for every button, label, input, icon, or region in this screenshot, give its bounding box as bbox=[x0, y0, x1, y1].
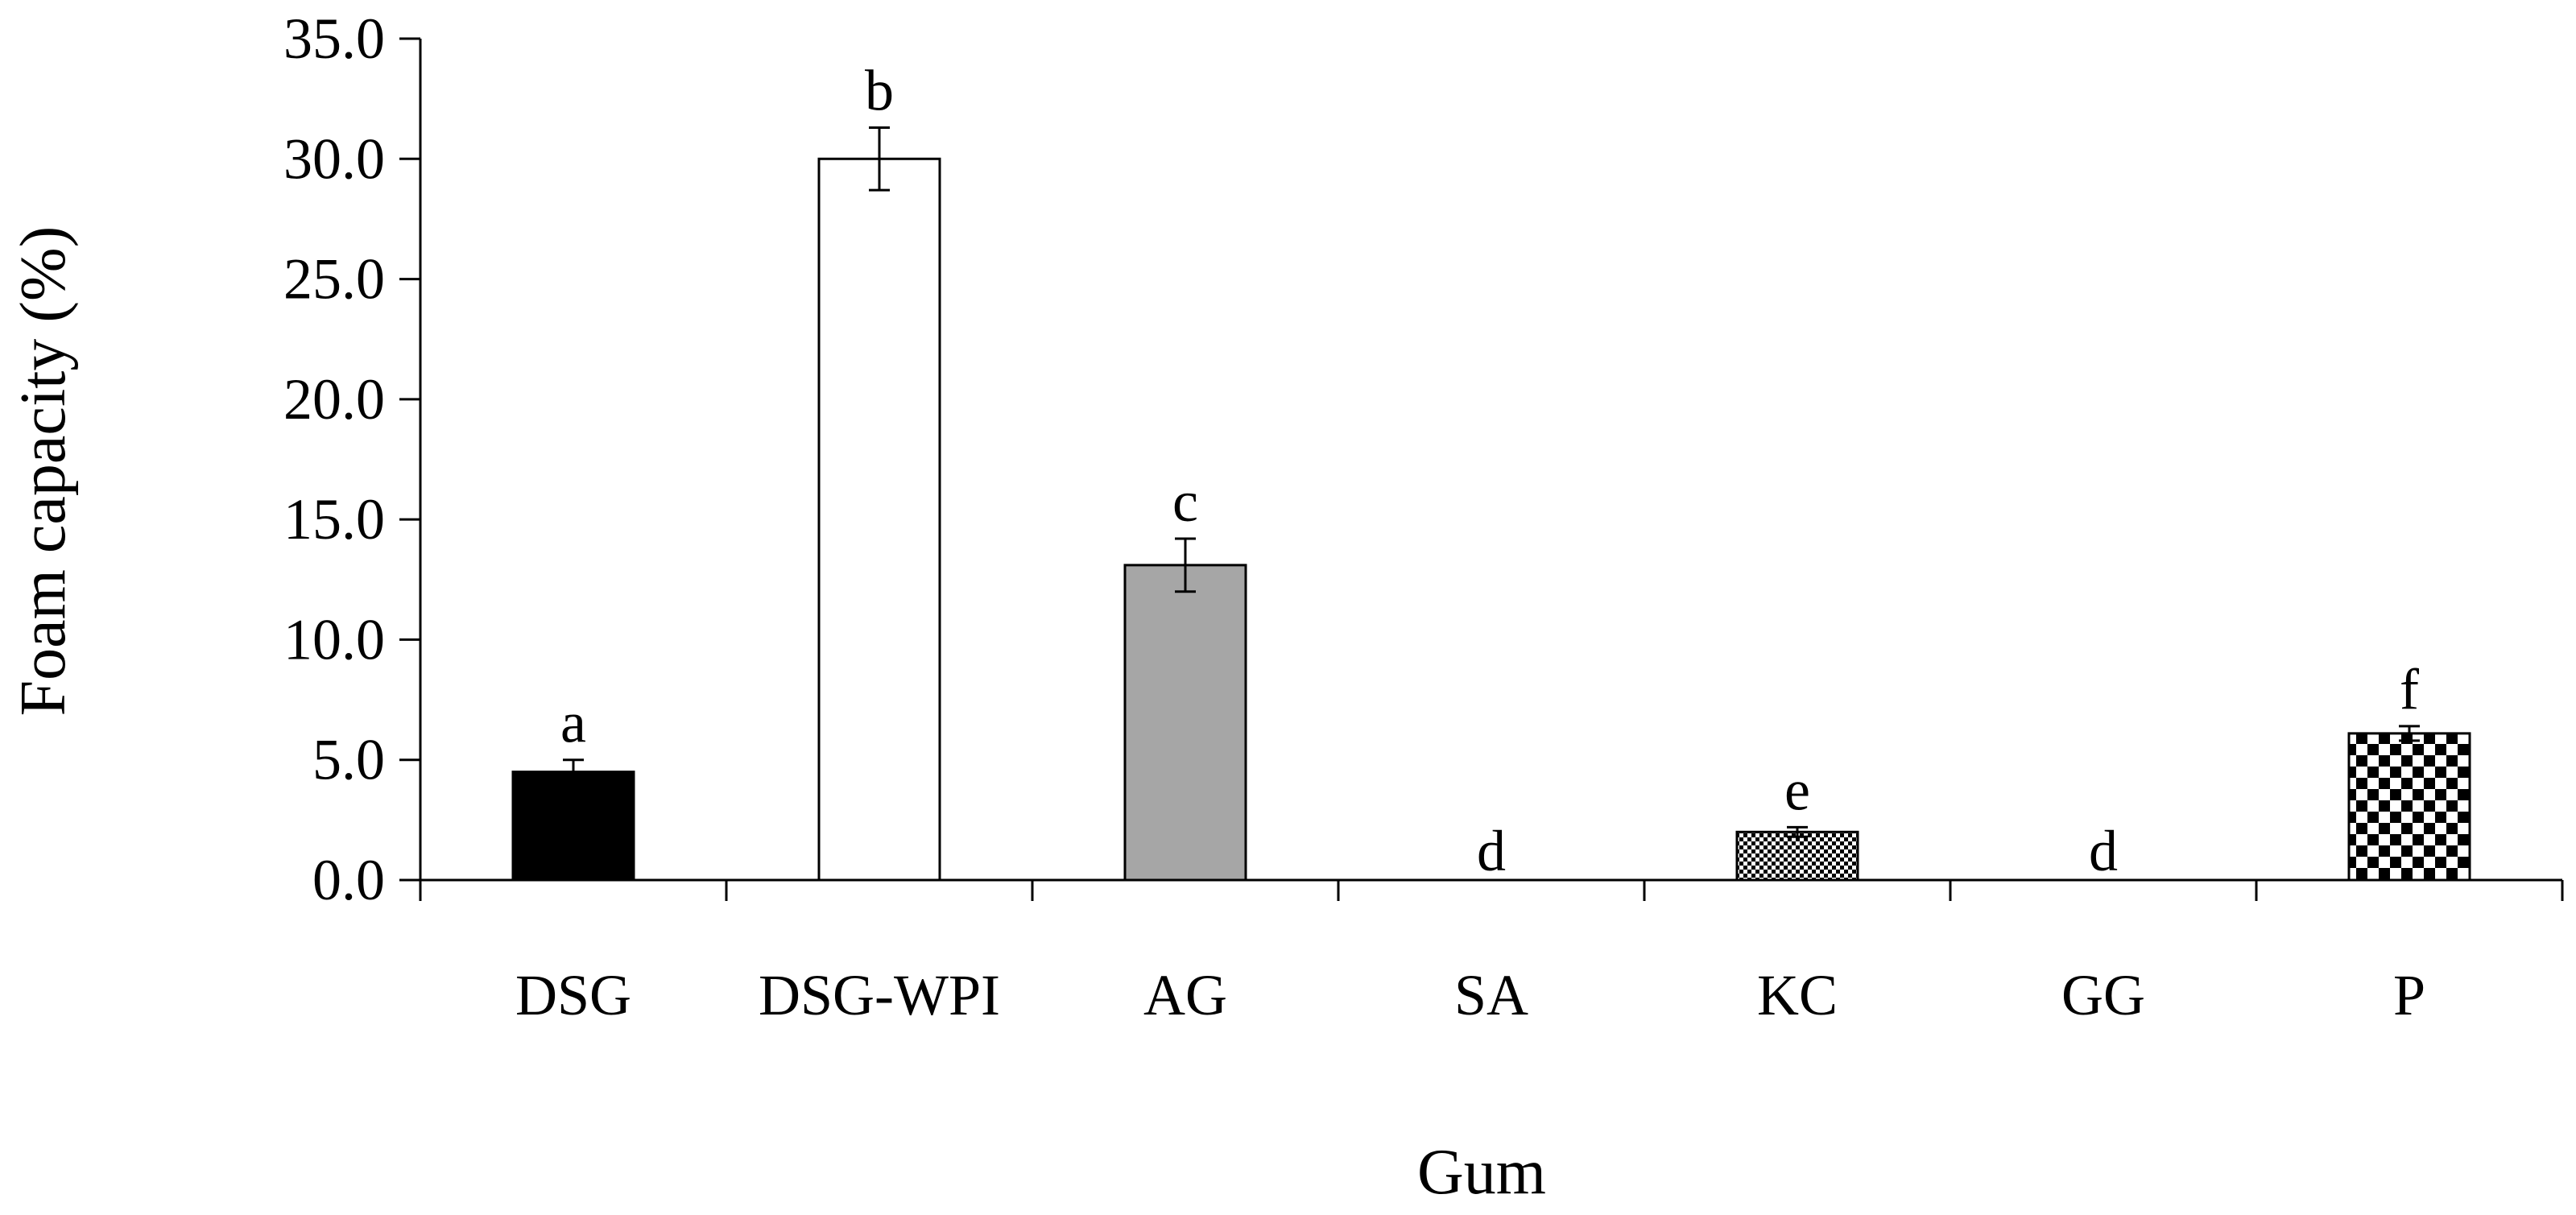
significance-letter: a bbox=[560, 691, 586, 755]
y-tick-label: 10.0 bbox=[283, 607, 385, 672]
bars: a DSG b DSG-WPI c AG d SA e KC d GG f P bbox=[511, 58, 2471, 1027]
y-axis-label: Foam capacity (%) bbox=[8, 226, 79, 717]
x-tick-label: DSG-WPI bbox=[759, 963, 1000, 1027]
labels: Foam capacity (%) Gum bbox=[8, 226, 1546, 1208]
significance-letter: c bbox=[1172, 469, 1198, 534]
bar-p bbox=[2347, 732, 2471, 882]
significance-letter: e bbox=[1784, 758, 1810, 822]
bar-dsg bbox=[511, 771, 635, 882]
x-tick-label: KC bbox=[1757, 963, 1838, 1027]
y-tick-label: 5.0 bbox=[312, 728, 385, 792]
y-tick-label: 0.0 bbox=[312, 848, 385, 912]
x-tick-label: AG bbox=[1143, 963, 1227, 1027]
significance-letter: d bbox=[1477, 819, 1506, 883]
y-tick-label: 25.0 bbox=[283, 247, 385, 312]
y-tick-label: 30.0 bbox=[283, 126, 385, 191]
y-tick-label: 35.0 bbox=[283, 6, 385, 71]
x-axis-label: Gum bbox=[1417, 1137, 1546, 1208]
axes: 0.0 5.0 10.0 15.0 20.0 25.0 30.0 35.0 bbox=[283, 6, 2564, 912]
x-tick-label: DSG bbox=[515, 963, 631, 1027]
significance-letter: b bbox=[865, 58, 894, 122]
y-tick-label: 15.0 bbox=[283, 487, 385, 552]
bar-kc bbox=[1735, 830, 1859, 882]
significance-letter: f bbox=[2400, 657, 2419, 721]
significance-letter: d bbox=[2089, 819, 2118, 883]
x-tick-label: SA bbox=[1454, 963, 1528, 1027]
bar-ag bbox=[1123, 564, 1247, 882]
y-tick-label: 20.0 bbox=[283, 367, 385, 432]
x-tick-label: P bbox=[2393, 963, 2425, 1027]
bar-dsg-wpi bbox=[817, 157, 941, 882]
x-tick-label: GG bbox=[2061, 963, 2145, 1027]
